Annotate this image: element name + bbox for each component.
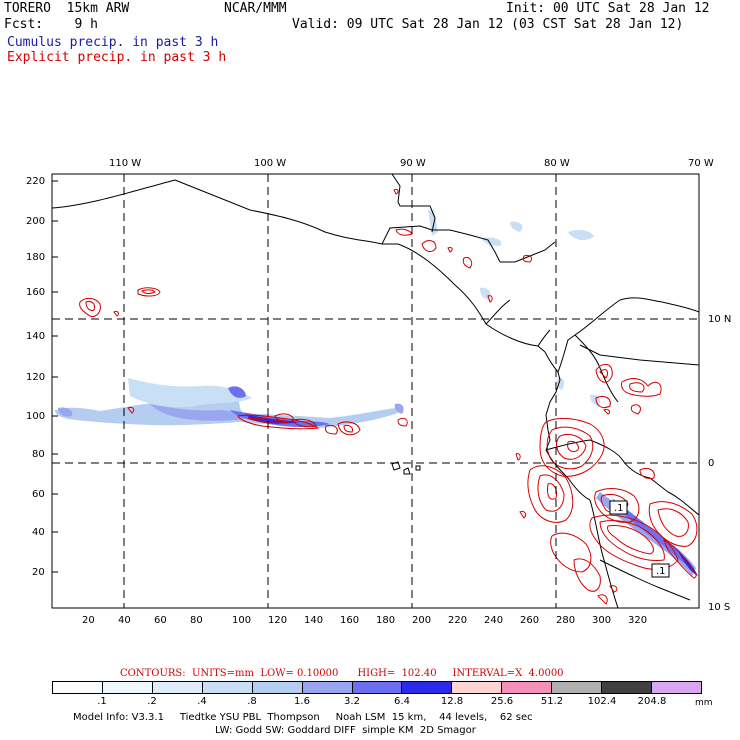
contour-label: .1: [614, 503, 624, 514]
contour-label-box: [651, 563, 670, 578]
color-bar-segment: [302, 682, 353, 693]
y-axis-ticks: [52, 180, 58, 573]
contours-info: CONTOURS: UNITS=mm LOW= 0.10000 HIGH= 10…: [120, 668, 564, 679]
lon-label: 90 W: [400, 158, 426, 169]
forecast-hour: Fcst: 9 h: [4, 17, 98, 32]
color-bar: [52, 681, 702, 694]
x-tick-label: 120: [268, 615, 288, 626]
color-bar-label: 12.8: [440, 696, 464, 707]
y-tick-label: 220: [26, 176, 46, 187]
contour-label: .1: [656, 566, 666, 577]
lat-label: 10 S: [708, 602, 731, 613]
color-bar-segment: [53, 682, 103, 693]
y-tick-label: 200: [26, 216, 46, 227]
color-bar-label: .8: [247, 696, 257, 707]
lon-label: 100 W: [254, 158, 287, 169]
color-bar-segment: [552, 682, 603, 693]
color-bar-label: 3.2: [344, 696, 360, 707]
x-tick-label: 300: [592, 615, 612, 626]
y-tick-label: 100: [26, 411, 46, 422]
color-bar-segment: [352, 682, 403, 693]
x-tick-label: 320: [628, 615, 648, 626]
x-tick-label: 40: [118, 615, 131, 626]
color-bar-label: 25.6: [490, 696, 514, 707]
y-tick-label: 40: [32, 527, 45, 538]
x-tick-label: 260: [520, 615, 540, 626]
lon-label: 80 W: [544, 158, 570, 169]
color-bar-segment: [152, 682, 203, 693]
x-tick-label: 140: [304, 615, 324, 626]
x-tick-label: 280: [556, 615, 576, 626]
color-bar-label: .4: [197, 696, 207, 707]
explicit-legend: Explicit precip. in past 3 h: [7, 50, 227, 65]
y-tick-label: 160: [26, 287, 46, 298]
x-tick-label: 20: [82, 615, 95, 626]
x-tick-label: 180: [376, 615, 396, 626]
init-time: Init: 00 UTC Sat 28 Jan 12: [506, 1, 710, 16]
color-bar-segment: [452, 682, 503, 693]
valid-time: Valid: 09 UTC Sat 28 Jan 12 (03 CST Sat …: [292, 17, 684, 32]
x-tick-label: 60: [154, 615, 167, 626]
x-tick-label: 80: [190, 615, 203, 626]
color-bar-segment: [102, 682, 153, 693]
color-bar-segment: [252, 682, 303, 693]
color-bar-label: 51.2: [540, 696, 564, 707]
color-bar-label: 1.6: [294, 696, 310, 707]
color-bar-segment: [202, 682, 253, 693]
cumulus-legend: Cumulus precip. in past 3 h: [7, 35, 219, 50]
graticule: [52, 174, 699, 608]
lon-label: 70 W: [688, 158, 714, 169]
color-bar-label: 204.8: [637, 696, 667, 707]
model-info: Model Info: V3.3.1 Tiedtke YSU PBL Thomp…: [73, 712, 533, 723]
y-tick-label: 80: [32, 449, 45, 460]
color-bar-segment: [502, 682, 553, 693]
contour-label-box: [609, 500, 628, 515]
color-bar-segment: [602, 682, 653, 693]
model-title: TORERO 15km ARW: [4, 1, 130, 16]
x-tick-label: 100: [232, 615, 252, 626]
y-tick-label: 120: [26, 372, 46, 383]
y-tick-label: 180: [26, 252, 46, 263]
color-bar-label: .2: [147, 696, 157, 707]
y-tick-label: 140: [26, 331, 46, 342]
color-bar-segment: [652, 682, 701, 693]
y-tick-label: 60: [32, 489, 45, 500]
color-bar-label: .1: [97, 696, 107, 707]
color-bar-labels: .1 .2 .4 .8 1.6 3.2 6.4 12.8 25.6 51.2 102.4 204.8: [52, 694, 702, 708]
lon-label: 110 W: [109, 158, 142, 169]
physics-info: LW: Godd SW: Goddard DIFF simple KM 2D S…: [215, 725, 476, 736]
y-tick-label: 20: [32, 567, 45, 578]
x-tick-label: 240: [484, 615, 504, 626]
x-tick-label: 220: [448, 615, 468, 626]
color-bar-label: 102.4: [587, 696, 617, 707]
lat-label: 10 N: [708, 314, 732, 325]
x-tick-label: 160: [340, 615, 360, 626]
color-bar-label: 6.4: [394, 696, 410, 707]
lat-label: 0: [708, 458, 715, 469]
org-label: NCAR/MMM: [224, 1, 287, 16]
x-tick-label: 200: [412, 615, 432, 626]
color-bar-segment: [402, 682, 453, 693]
color-bar-unit: mm: [695, 698, 713, 708]
